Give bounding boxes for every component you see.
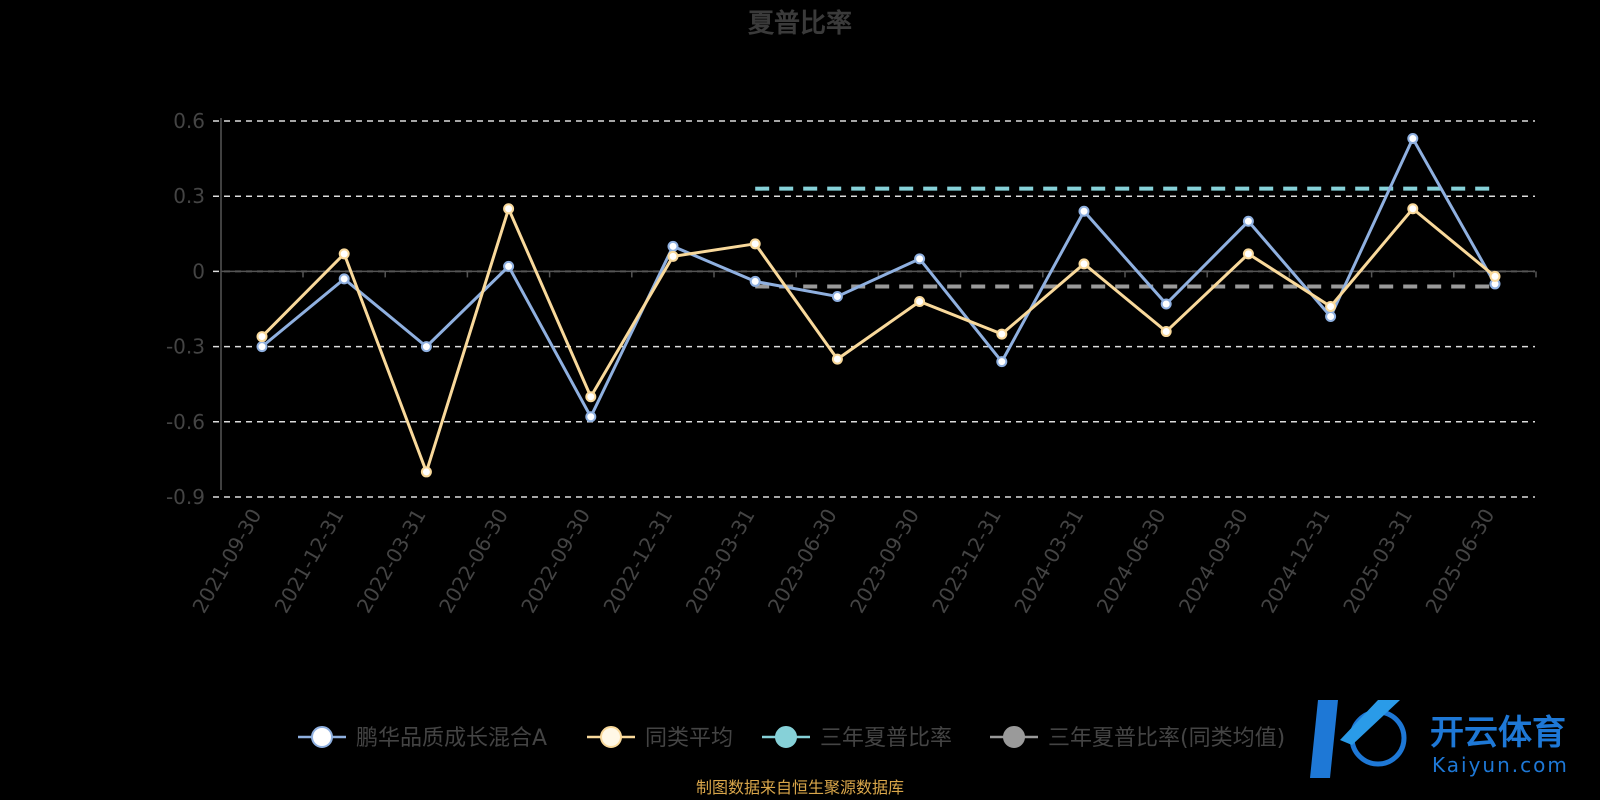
x-tick-label: 2024-06-30 (1092, 505, 1171, 618)
data-point (914, 295, 926, 307)
legend-marker (775, 726, 797, 748)
data-point (420, 466, 432, 478)
data-point (503, 260, 515, 272)
x-tick-label: 2023-03-31 (681, 505, 760, 618)
x-tick-label: 2024-03-31 (1009, 505, 1088, 618)
data-point (749, 238, 761, 250)
data-point (1407, 203, 1419, 215)
legend-marker (600, 726, 622, 748)
source-note: 制图数据来自恒生聚源数据库 (696, 778, 904, 797)
data-point (667, 250, 679, 262)
x-tick-label: 2021-09-30 (187, 505, 266, 618)
data-point (914, 253, 926, 265)
series-lines (256, 133, 1501, 478)
legend-marker (311, 726, 333, 748)
x-tick-label: 2023-09-30 (845, 505, 924, 618)
data-point (1242, 215, 1254, 227)
x-tick-label: 2025-06-30 (1420, 505, 1499, 618)
data-point (996, 328, 1008, 340)
legend-marker (1003, 726, 1025, 748)
y-tick-label: -0.6 (166, 410, 205, 434)
x-tick-label: 2021-12-31 (270, 505, 349, 618)
series-line-1 (260, 204, 1496, 477)
x-tick-label: 2023-12-31 (927, 505, 1006, 618)
data-point (256, 331, 268, 343)
x-tick-label: 2024-09-30 (1174, 505, 1253, 618)
y-tick-label: 0.3 (173, 184, 205, 208)
x-tick-labels: 2021-09-30 2021-12-31 2022-03-31 2022-06-30… (187, 271, 1537, 618)
y-tick-labels: 0.6 0.3 0 -0.3 -0.6 -0.9 (166, 109, 205, 509)
data-point (1078, 205, 1090, 217)
data-point (1078, 258, 1090, 270)
data-point (1160, 326, 1172, 338)
grid (213, 120, 1535, 498)
y-tick-label: 0.6 (173, 109, 205, 133)
k-letter-icon (1310, 700, 1338, 778)
y-tick-label: -0.3 (166, 335, 205, 359)
data-point (1242, 248, 1254, 260)
watermark-domain: Kaiyun.com (1432, 753, 1569, 777)
legend-label: 三年夏普比率(同类均值) (1048, 726, 1285, 751)
x-tick-label: 2022-12-31 (598, 505, 677, 618)
chart-title: 夏普比率 (748, 8, 852, 39)
x-tick-label: 2023-06-30 (763, 505, 842, 618)
data-point (420, 341, 432, 353)
data-point (667, 240, 679, 252)
data-point (996, 356, 1008, 368)
data-point (585, 391, 597, 403)
data-point (1489, 270, 1501, 282)
data-point (1325, 300, 1337, 312)
legend-label: 鹏华品质成长混合A (356, 726, 547, 751)
data-point (1407, 133, 1419, 145)
x-tick-label: 2022-03-31 (352, 505, 431, 618)
y-tick-label: 0 (192, 259, 205, 283)
data-point (831, 290, 843, 302)
legend-label: 同类平均 (645, 726, 733, 751)
legend-label: 三年夏普比率 (820, 726, 952, 751)
x-tick-label: 2022-06-30 (434, 504, 513, 617)
legend: 鹏华品质成长混合A 同类平均 三年夏普比率 三年夏普比率(同类均值) (298, 726, 1285, 751)
data-point (1325, 311, 1337, 323)
watermark-logo: 开云体育 Kaiyun.com (1310, 700, 1569, 778)
series-line-0 (261, 135, 1497, 421)
x-tick-label: 2024-12-31 (1256, 505, 1335, 618)
data-point (503, 203, 515, 215)
data-point (831, 353, 843, 365)
k-arm-icon (1340, 700, 1400, 745)
watermark-name: 开云体育 (1430, 713, 1566, 753)
data-point (256, 341, 268, 353)
x-tick-label: 2025-03-31 (1338, 505, 1417, 618)
data-point (338, 273, 350, 285)
x-tick-label: 2022-09-30 (516, 505, 595, 618)
data-point (749, 275, 761, 287)
y-tick-label: -0.9 (166, 485, 205, 509)
data-point (1160, 298, 1172, 310)
data-point (585, 411, 597, 423)
data-point (338, 248, 350, 260)
